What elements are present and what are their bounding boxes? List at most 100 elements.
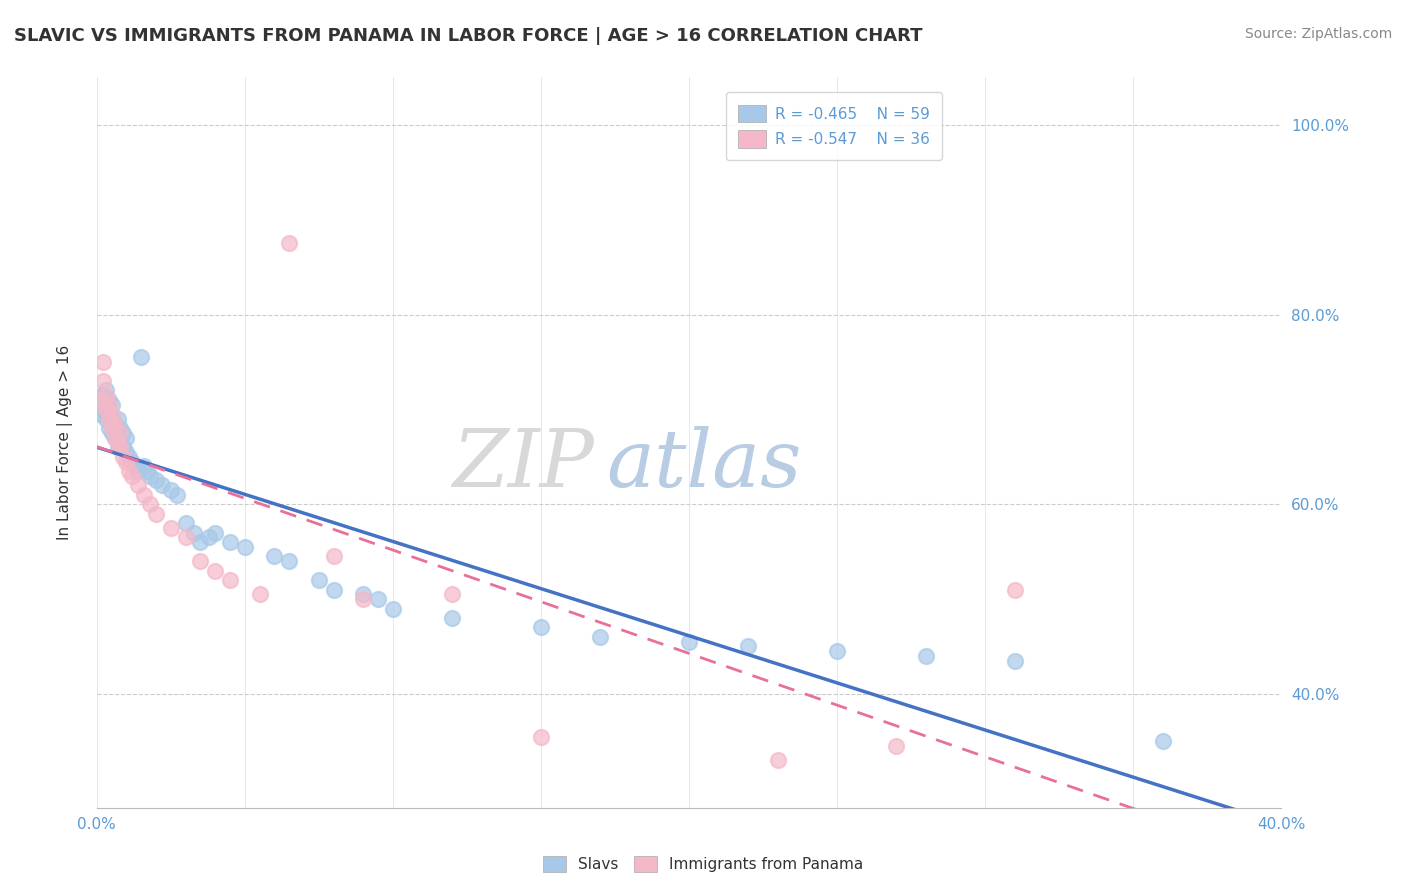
Point: [198, 530, 221, 544]
Point: [91, 355, 114, 369]
Point: [914, 648, 936, 663]
Point: [121, 454, 143, 468]
Point: [150, 478, 173, 492]
Point: [766, 753, 789, 767]
Point: [91, 374, 114, 388]
Point: [89, 392, 111, 407]
Point: [263, 549, 285, 564]
Point: [97, 407, 120, 421]
Point: [233, 540, 256, 554]
Point: [352, 587, 374, 601]
Point: [183, 525, 205, 540]
Point: [115, 431, 138, 445]
Point: [115, 454, 138, 468]
Point: [110, 426, 132, 441]
Point: [530, 730, 553, 744]
Point: [127, 478, 149, 492]
Point: [91, 388, 114, 402]
Point: [589, 630, 612, 644]
Point: [139, 468, 162, 483]
Point: [204, 564, 226, 578]
Point: [166, 488, 188, 502]
Point: [190, 554, 212, 568]
Point: [118, 464, 141, 478]
Point: [204, 525, 226, 540]
Point: [112, 440, 135, 454]
Point: [249, 587, 271, 601]
Y-axis label: In Labor Force | Age > 16: In Labor Force | Age > 16: [58, 345, 73, 541]
Point: [367, 592, 389, 607]
Point: [100, 426, 122, 441]
Point: [94, 412, 117, 426]
Point: [884, 739, 907, 753]
Point: [127, 464, 149, 478]
Point: [110, 440, 132, 454]
Point: [100, 398, 122, 412]
Point: [159, 483, 181, 497]
Point: [112, 426, 135, 441]
Point: [118, 450, 141, 464]
Point: [103, 417, 125, 431]
Point: [129, 350, 152, 364]
Point: [97, 412, 120, 426]
Point: [678, 634, 700, 648]
Point: [278, 236, 301, 251]
Point: [97, 392, 120, 407]
Point: [145, 474, 167, 488]
Point: [441, 587, 464, 601]
Text: Source: ZipAtlas.com: Source: ZipAtlas.com: [1244, 27, 1392, 41]
Point: [352, 592, 374, 607]
Point: [107, 426, 129, 441]
Text: SLAVIC VS IMMIGRANTS FROM PANAMA IN LABOR FORCE | AGE > 16 CORRELATION CHART: SLAVIC VS IMMIGRANTS FROM PANAMA IN LABO…: [14, 27, 922, 45]
Point: [136, 464, 159, 478]
Point: [174, 516, 197, 531]
Point: [112, 450, 135, 464]
Point: [737, 640, 759, 654]
Point: [530, 620, 553, 634]
Point: [308, 573, 330, 587]
Point: [110, 435, 132, 450]
Text: atlas: atlas: [606, 425, 801, 503]
Point: [115, 445, 138, 459]
Point: [1004, 654, 1026, 668]
Legend: Slavs, Immigrants from Panama: Slavs, Immigrants from Panama: [536, 848, 870, 880]
Point: [190, 535, 212, 549]
Point: [322, 582, 344, 597]
Point: [441, 611, 464, 625]
Point: [103, 417, 125, 431]
Point: [103, 431, 125, 445]
Point: [219, 535, 242, 549]
Point: [1004, 582, 1026, 597]
Point: [91, 402, 114, 417]
Point: [145, 507, 167, 521]
Point: [107, 435, 129, 450]
Point: [1152, 734, 1174, 748]
Point: [89, 407, 111, 421]
Point: [139, 497, 162, 511]
Point: [100, 421, 122, 435]
Point: [121, 468, 143, 483]
Point: [174, 530, 197, 544]
Point: [94, 402, 117, 417]
Point: [94, 398, 117, 412]
Point: [134, 459, 156, 474]
Point: [103, 431, 125, 445]
Point: [322, 549, 344, 564]
Point: [825, 644, 848, 658]
Point: [134, 488, 156, 502]
Point: [94, 388, 117, 402]
Point: [124, 459, 146, 474]
Point: [100, 412, 122, 426]
Point: [107, 412, 129, 426]
Point: [159, 521, 181, 535]
Point: [100, 407, 122, 421]
Point: [110, 421, 132, 435]
Point: [94, 384, 117, 398]
Point: [97, 421, 120, 435]
Point: [89, 392, 111, 407]
Point: [219, 573, 242, 587]
Point: [278, 554, 301, 568]
Text: ZIP: ZIP: [453, 425, 595, 503]
Legend: R = -0.465    N = 59, R = -0.547    N = 36: R = -0.465 N = 59, R = -0.547 N = 36: [725, 93, 942, 160]
Point: [381, 601, 404, 615]
